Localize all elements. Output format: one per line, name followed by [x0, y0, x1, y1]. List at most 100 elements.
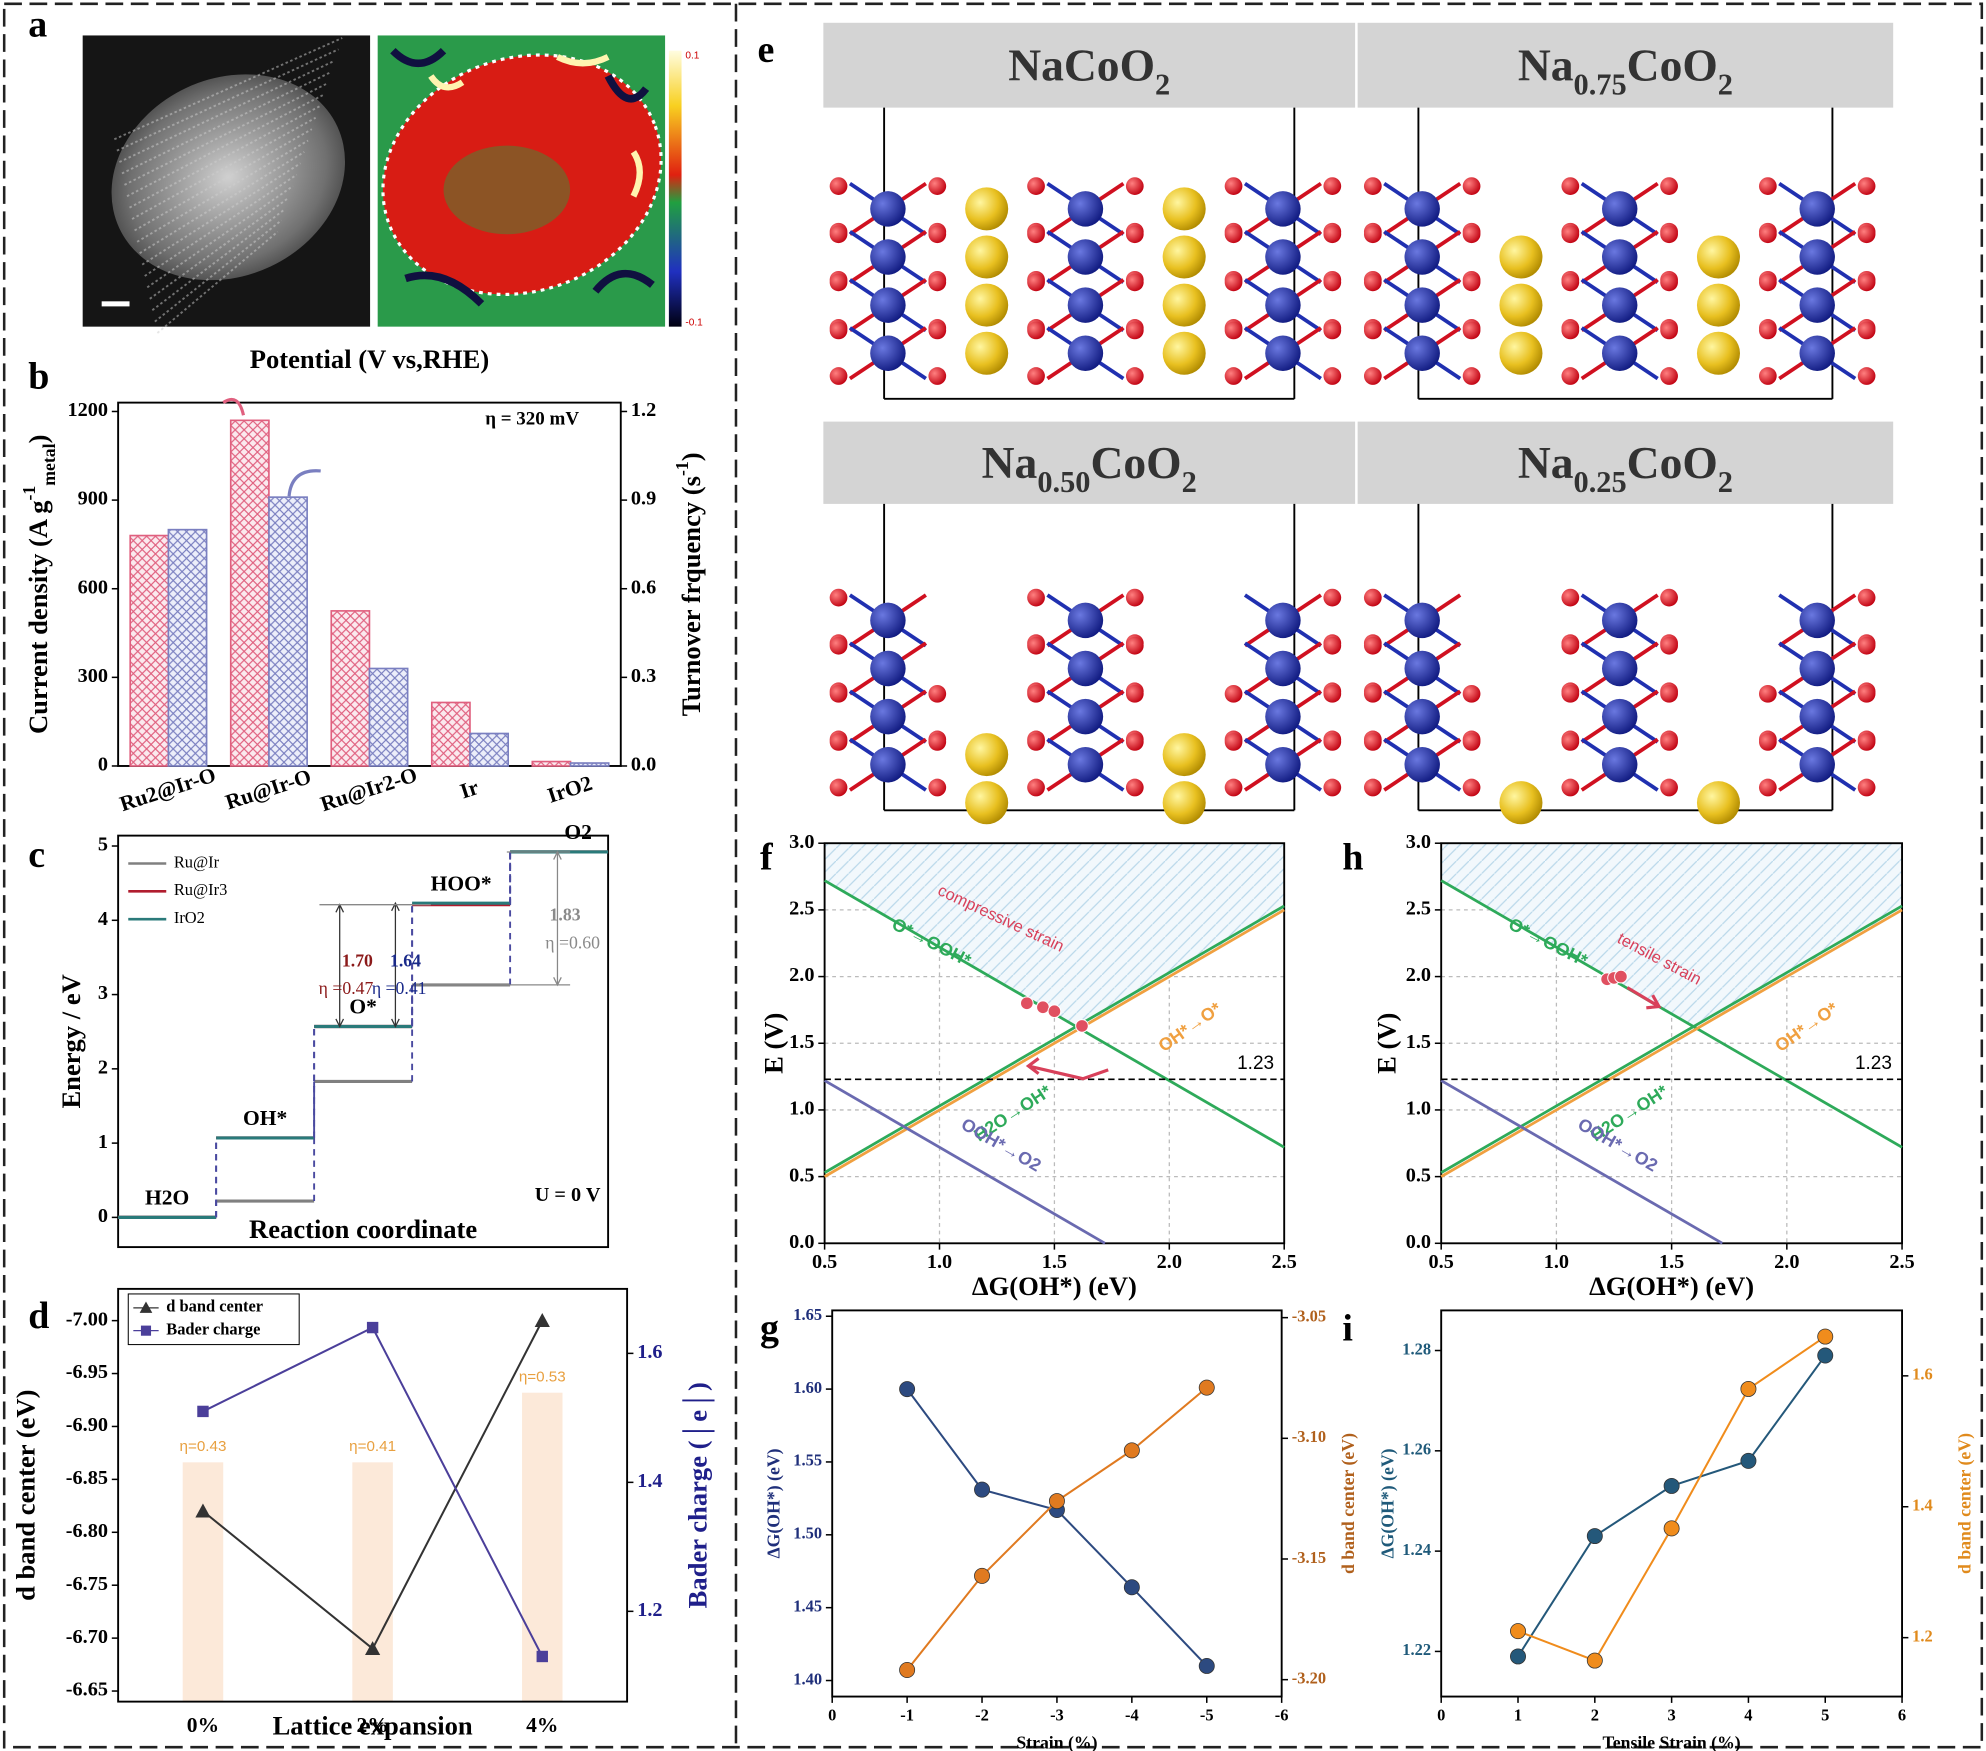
fringe — [116, 48, 339, 152]
atom-co — [1067, 191, 1104, 227]
atom-o — [1027, 588, 1045, 607]
annotation: η=0.41 — [349, 1438, 396, 1455]
formula-part: Na — [982, 437, 1038, 488]
atom-o — [1323, 177, 1342, 195]
strain-feature — [428, 54, 643, 198]
atom-co — [870, 650, 906, 687]
atom-o — [829, 177, 848, 195]
formula-part: 2 — [1155, 67, 1170, 101]
fringe — [134, 128, 313, 232]
x-tick-label: 2 — [1591, 1706, 1599, 1725]
atom-co — [1265, 191, 1301, 227]
atom-o — [1363, 367, 1382, 385]
formula-part: 2 — [1182, 465, 1197, 499]
bar — [531, 760, 572, 767]
x-tick-label: 2.0 — [1157, 1251, 1182, 1273]
series-line — [1440, 879, 1903, 1149]
atom-na — [1499, 283, 1543, 327]
formula-part: Na — [1518, 40, 1574, 91]
marker — [1123, 1442, 1140, 1459]
atom-na — [1499, 781, 1543, 825]
strain-marker — [1614, 969, 1628, 984]
marker — [1048, 1493, 1065, 1510]
atom-o — [1857, 367, 1876, 385]
series-line — [823, 1079, 1106, 1245]
panel-label: g — [760, 1308, 779, 1350]
atom-o — [1363, 321, 1382, 340]
annotation: η =0.47 — [319, 978, 374, 998]
formula-part: 0.25 — [1574, 465, 1627, 499]
x-label: Reaction coordinate — [249, 1214, 477, 1244]
y-tick-label: 1.45 — [793, 1596, 822, 1615]
fringe — [156, 230, 279, 334]
atom-co — [1404, 602, 1440, 639]
x-tick-label: -5 — [1200, 1706, 1214, 1725]
atom-o — [1462, 321, 1481, 340]
bar — [569, 762, 610, 767]
atom-na — [1162, 187, 1206, 231]
atom-o — [1462, 273, 1481, 292]
label-part: -1 — [19, 486, 39, 501]
atom-o — [1561, 636, 1580, 655]
formula-part: NaCoO — [1008, 40, 1155, 91]
y-tick-label: -6.75 — [66, 1573, 108, 1595]
atom-o — [928, 321, 947, 340]
structure-name: Na0.75CoO2 — [1518, 40, 1733, 102]
atom-co — [870, 698, 906, 735]
x-tick-label: 1.5 — [1042, 1251, 1067, 1273]
atom-co — [1067, 650, 1104, 687]
atom-o — [829, 225, 848, 244]
atom-na — [1162, 235, 1206, 279]
atom-o — [928, 367, 947, 385]
legend-marker — [140, 1325, 152, 1336]
atom-o — [1857, 225, 1876, 244]
atom-co — [1601, 746, 1638, 783]
legend-label: IrO2 — [174, 908, 205, 927]
panel-label: i — [1342, 1308, 1353, 1350]
strain-feature — [390, 47, 655, 307]
y2-tick-label: -3.20 — [1292, 1668, 1326, 1687]
atom-na — [965, 187, 1009, 231]
atom-o — [829, 588, 848, 607]
colorbar-tick: -0.1 — [685, 318, 703, 329]
atom-o — [1027, 367, 1045, 385]
legend-marker — [139, 1301, 153, 1313]
y-tick-label: 0.5 — [1406, 1164, 1431, 1186]
y-tick-label: 900 — [78, 488, 108, 510]
chart: 0.00.51.01.52.02.53.00.5 1.0 1.5 2.0 2.5E (V… — [1371, 831, 1914, 1301]
structure-header — [1357, 22, 1894, 108]
x-tick-label: -6 — [1275, 1706, 1289, 1725]
atom-co — [1601, 698, 1638, 735]
hatched-region — [1441, 843, 1903, 1029]
structure-header — [823, 22, 1356, 108]
x-tick-label: 0 — [1437, 1706, 1445, 1725]
y2-label: d band center (eV) — [1338, 1433, 1358, 1574]
formula-part: Na — [1518, 437, 1574, 488]
atom-na — [1696, 235, 1740, 279]
marker — [1586, 1652, 1603, 1669]
atom-co — [1799, 650, 1835, 687]
y-tick-label: 2.0 — [1406, 964, 1431, 986]
fringe — [149, 196, 290, 300]
x-label: Strain (%) — [1016, 1733, 1097, 1751]
outline — [381, 53, 663, 297]
atom-o — [1660, 588, 1678, 607]
y-tick-label: 300 — [78, 665, 108, 687]
bar — [330, 610, 371, 767]
atom-na — [1696, 331, 1740, 375]
atom-o — [1561, 177, 1580, 195]
annotation: 1.70 — [342, 950, 373, 970]
strain-marker — [1019, 996, 1034, 1011]
fringe — [146, 185, 294, 289]
atom-co — [1799, 191, 1835, 227]
reference-label: 1.23 — [1237, 1053, 1274, 1074]
fringe — [124, 82, 328, 186]
atom-o — [1363, 684, 1382, 703]
atom-o — [1561, 367, 1580, 385]
y-label: ΔG(OH*) (eV) — [1377, 1448, 1397, 1558]
x-label: ΔG(OH*) (eV) — [972, 1271, 1137, 1301]
y2-label: Turnover frquency (s-1) — [672, 452, 706, 716]
atom-co — [1799, 698, 1835, 735]
